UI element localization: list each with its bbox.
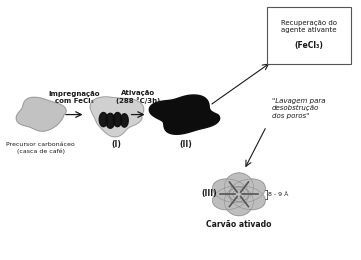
Text: 8 - 9 Å: 8 - 9 Å	[268, 192, 288, 197]
FancyBboxPatch shape	[266, 6, 351, 64]
Polygon shape	[233, 190, 245, 199]
Text: Recuperação do
agente ativante: Recuperação do agente ativante	[281, 20, 337, 34]
Polygon shape	[229, 179, 265, 203]
Polygon shape	[229, 186, 265, 210]
Polygon shape	[213, 186, 248, 210]
Polygon shape	[113, 113, 122, 127]
Polygon shape	[90, 97, 144, 137]
Text: (III): (III)	[202, 188, 217, 198]
Polygon shape	[121, 114, 128, 127]
Polygon shape	[149, 95, 219, 134]
Text: (I): (I)	[112, 140, 121, 148]
Polygon shape	[213, 179, 248, 203]
Text: Carvão ativado: Carvão ativado	[206, 220, 272, 229]
Polygon shape	[225, 173, 253, 201]
Polygon shape	[106, 113, 115, 128]
Text: (FeCl₃): (FeCl₃)	[294, 41, 323, 50]
Polygon shape	[225, 187, 253, 216]
Text: (II): (II)	[179, 140, 192, 148]
Polygon shape	[99, 113, 108, 127]
Polygon shape	[16, 97, 66, 131]
Text: "Lavagem para
desobstrução
dos poros": "Lavagem para desobstrução dos poros"	[272, 98, 325, 119]
Text: Impregnação
com FeCl₃: Impregnação com FeCl₃	[48, 91, 100, 104]
Text: Precursor carbonáceo
(casca de café): Precursor carbonáceo (casca de café)	[6, 142, 75, 154]
Text: Ativação
(288 °C/3h): Ativação (288 °C/3h)	[116, 90, 160, 104]
